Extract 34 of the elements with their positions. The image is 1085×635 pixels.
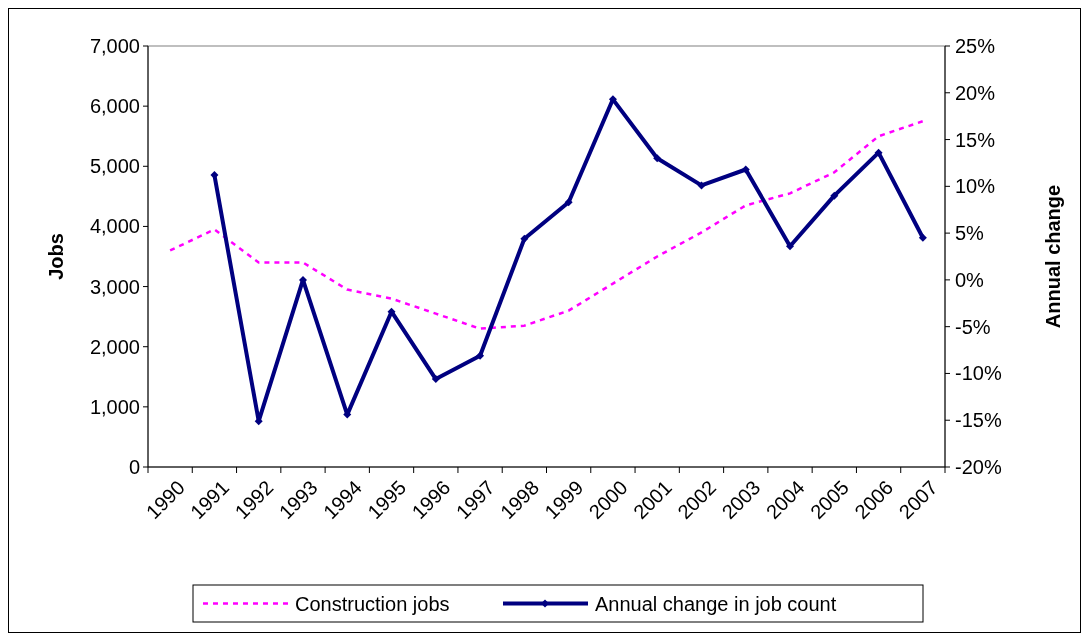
y2-tick-label: 0% <box>955 268 985 291</box>
y-tick-label: 2,000 <box>89 335 140 358</box>
y2-tick-label: -10% <box>955 362 1002 385</box>
y2-axis-title: Annual change <box>1042 184 1064 329</box>
y-tick-label: 4,000 <box>89 215 140 238</box>
y-tick-label: 5,000 <box>89 155 140 178</box>
y2-tick-label: 20% <box>955 81 996 104</box>
y-tick-label: 6,000 <box>89 95 140 118</box>
point <box>431 375 440 384</box>
y2-tick-label: 15% <box>955 128 996 151</box>
y2-tick-label: -15% <box>955 409 1002 432</box>
y-tick-label: 7,000 <box>89 35 140 57</box>
point <box>476 351 485 360</box>
y2-tick-label: 10% <box>955 175 996 198</box>
y-tick-label: 0 <box>128 456 140 478</box>
y-tick-label: 1,000 <box>89 395 140 418</box>
legend-label: Construction jobs <box>295 592 450 615</box>
legend-label: Annual change in job count <box>595 592 837 615</box>
y-tick-label: 3,000 <box>89 275 140 298</box>
point <box>653 154 662 163</box>
point <box>520 234 529 243</box>
y-axis-title: Jobs <box>45 233 67 280</box>
point <box>874 148 883 157</box>
y2-tick-label: -20% <box>955 456 1002 478</box>
point <box>786 242 795 251</box>
point <box>741 165 750 174</box>
y2-tick-label: 25% <box>955 35 996 57</box>
point <box>564 198 573 207</box>
y2-tick-label: 5% <box>955 222 985 245</box>
point <box>918 233 927 242</box>
point <box>697 181 706 190</box>
point <box>830 191 839 200</box>
line-series <box>168 119 925 330</box>
y2-tick-label: -5% <box>955 315 991 338</box>
